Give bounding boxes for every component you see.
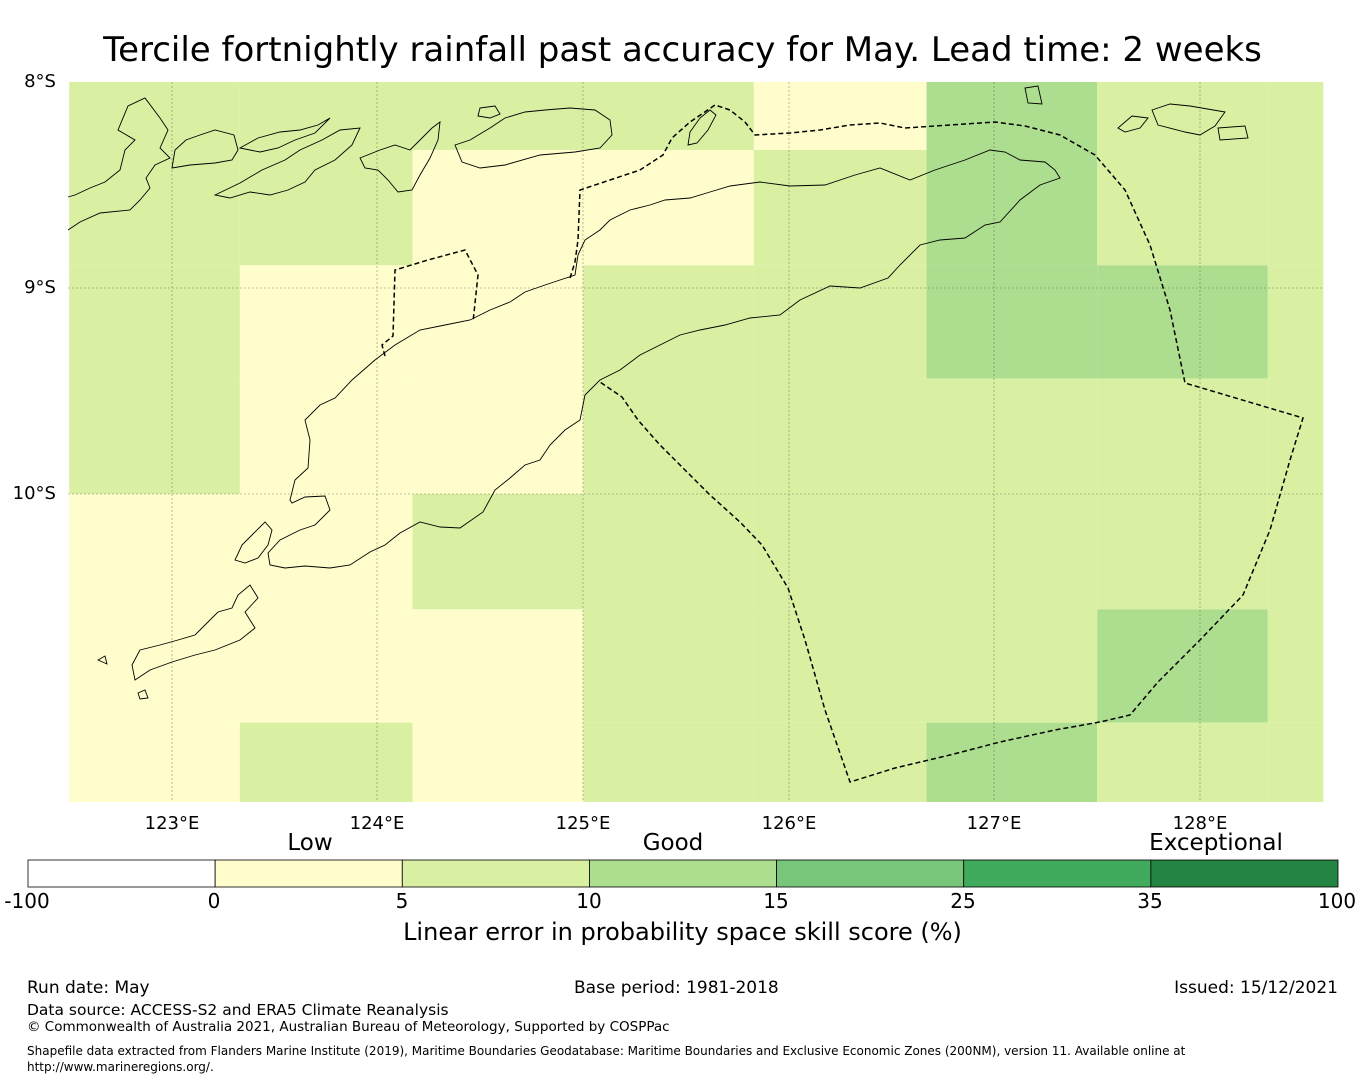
skill-cell bbox=[753, 609, 927, 723]
shapefile-credit: Shapefile data extracted from Flanders M… bbox=[27, 1044, 1186, 1074]
colorbar-category-exceptional: Exceptional bbox=[1149, 830, 1283, 856]
skill-cell bbox=[583, 149, 754, 266]
lat-label-9s: 9°S bbox=[24, 277, 56, 298]
skill-cell bbox=[412, 265, 584, 379]
colorbar-tick-25: 25 bbox=[950, 889, 976, 913]
skill-cell bbox=[1267, 378, 1324, 494]
skill-cell bbox=[412, 494, 584, 610]
colorbar-tick-neg100: -100 bbox=[4, 889, 50, 913]
skill-cell bbox=[926, 722, 1098, 802]
skill-cell bbox=[412, 378, 584, 494]
skill-cell bbox=[583, 722, 754, 802]
skill-cell bbox=[583, 378, 754, 494]
colorbar-tick-10: 10 bbox=[576, 889, 602, 913]
skill-grid-cells bbox=[69, 82, 1324, 802]
colorbar-segment bbox=[401, 859, 590, 888]
run-date: Run date: May bbox=[27, 978, 150, 998]
skill-cell bbox=[1097, 722, 1268, 802]
skill-cell bbox=[69, 265, 240, 379]
colorbar-label: Linear error in probability space skill … bbox=[403, 918, 962, 946]
skill-cell bbox=[753, 494, 927, 610]
skill-cell bbox=[412, 722, 584, 802]
skill-cell bbox=[1267, 265, 1324, 379]
skill-cell bbox=[753, 722, 927, 802]
skill-cell bbox=[239, 609, 413, 723]
colorbar-tick-0: 0 bbox=[207, 889, 221, 913]
lon-label-124e: 124°E bbox=[349, 813, 405, 834]
colorbar-category-good: Good bbox=[642, 830, 704, 856]
skill-cell bbox=[239, 722, 413, 802]
skill-cell bbox=[1267, 609, 1324, 723]
graticule bbox=[68, 82, 1324, 802]
skill-cell bbox=[583, 609, 754, 723]
skill-cell bbox=[1267, 82, 1324, 150]
skill-cell bbox=[1267, 149, 1324, 266]
skill-cell bbox=[69, 722, 240, 802]
lon-label-126e: 126°E bbox=[761, 813, 817, 834]
skill-cell bbox=[926, 494, 1098, 610]
skill-cell bbox=[1097, 378, 1268, 494]
eez-boundary bbox=[381, 104, 1304, 783]
skill-cell bbox=[1097, 149, 1268, 266]
colorbar-segment bbox=[1150, 859, 1339, 888]
skill-cell bbox=[412, 149, 584, 266]
skill-cell bbox=[69, 378, 240, 494]
skill-cell bbox=[926, 82, 1098, 150]
colorbar-segment bbox=[27, 859, 216, 888]
skill-cell bbox=[1097, 82, 1268, 150]
skill-cell bbox=[753, 82, 927, 150]
colorbar-segment bbox=[776, 859, 965, 888]
skill-cell bbox=[753, 378, 927, 494]
skill-cell bbox=[239, 494, 413, 610]
skill-cell bbox=[1267, 722, 1324, 802]
base-period: Base period: 1981-2018 bbox=[574, 978, 779, 998]
skill-cell bbox=[69, 149, 240, 266]
skill-cell bbox=[926, 149, 1098, 266]
colorbar-segment bbox=[963, 859, 1152, 888]
skill-score-map bbox=[67, 82, 1324, 802]
skill-cell bbox=[1097, 494, 1268, 610]
issued-date: Issued: 15/12/2021 bbox=[1174, 978, 1338, 998]
skill-cell bbox=[239, 82, 413, 150]
skill-cell bbox=[926, 265, 1098, 379]
colorbar bbox=[27, 859, 1339, 888]
skill-cell bbox=[239, 149, 413, 266]
lat-label-10s: 10°S bbox=[12, 483, 56, 504]
colorbar-tick-35: 35 bbox=[1137, 889, 1163, 913]
colorbar-segment bbox=[214, 859, 403, 888]
lon-label-128e: 128°E bbox=[1172, 813, 1228, 834]
skill-cell bbox=[239, 378, 413, 494]
skill-cell bbox=[583, 265, 754, 379]
data-source: Data source: ACCESS-S2 and ERA5 Climate … bbox=[27, 1001, 449, 1019]
coastlines bbox=[67, 85, 1249, 700]
lon-label-125e: 125°E bbox=[555, 813, 611, 834]
colorbar-tick-5: 5 bbox=[395, 889, 409, 913]
skill-cell bbox=[1097, 265, 1268, 379]
copyright: © Commonwealth of Australia 2021, Austra… bbox=[27, 1019, 670, 1035]
skill-cell bbox=[583, 82, 754, 150]
lat-label-8s: 8°S bbox=[24, 71, 56, 92]
lon-label-123e: 123°E bbox=[144, 813, 200, 834]
colorbar-category-low: Low bbox=[287, 830, 333, 856]
skill-cell bbox=[412, 82, 584, 150]
skill-cell bbox=[583, 494, 754, 610]
skill-cell bbox=[926, 378, 1098, 494]
colorbar-tick-15: 15 bbox=[763, 889, 789, 913]
skill-cell bbox=[69, 609, 240, 723]
skill-cell bbox=[753, 265, 927, 379]
skill-cell bbox=[412, 609, 584, 723]
colorbar-segment bbox=[589, 859, 777, 888]
colorbar-tick-100: 100 bbox=[1317, 889, 1357, 913]
skill-cell bbox=[926, 609, 1098, 723]
map-title: Tercile fortnightly rainfall past accura… bbox=[103, 30, 1262, 70]
skill-cell bbox=[753, 149, 927, 266]
skill-cell bbox=[69, 82, 240, 150]
skill-cell bbox=[239, 265, 413, 379]
skill-cell bbox=[69, 494, 240, 610]
lon-label-127e: 127°E bbox=[966, 813, 1022, 834]
skill-cell bbox=[1267, 494, 1324, 610]
skill-cell bbox=[1097, 609, 1268, 723]
